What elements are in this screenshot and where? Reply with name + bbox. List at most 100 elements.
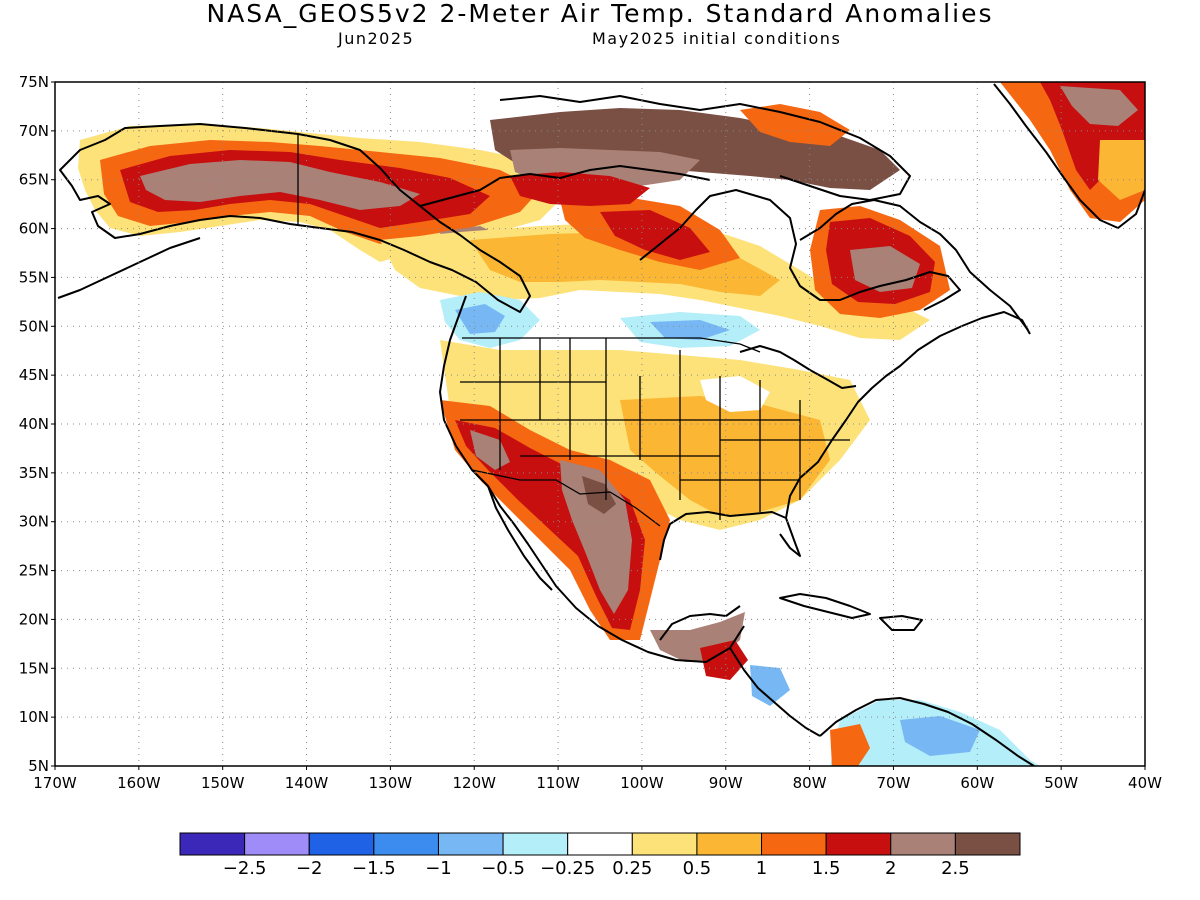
colorbar-label: −2.5 [223,858,267,879]
coast-labrador [799,199,1029,331]
colorbar-swatch [179,832,246,856]
field-greenland-yellow [1098,140,1145,200]
field-greenland-brown [1060,86,1138,126]
coast-great-lakes [739,345,857,389]
field-sa-blue2 [900,716,980,756]
lon-tick-label: 140W [285,774,329,792]
lat-tick-label: 75N [19,73,49,91]
map-layers [55,82,1145,766]
colorbar-label: 2 [885,858,896,879]
lon-tick-label: 90W [709,774,743,792]
colorbar-swatch [825,832,892,856]
border-states-2 [460,381,850,481]
lon-tick-label: 40W [1128,774,1162,792]
lon-tick-label: 110W [536,774,580,792]
field-baffin-orange [740,104,850,146]
coast-yucatan [659,605,741,641]
lon-tick-label: 130W [369,774,413,792]
field-arctic-red [510,172,650,206]
colorbar-swatch [954,832,1021,856]
colorbar-swatch [373,832,439,856]
field-cam-red [700,640,748,680]
lat-tick-label: 5N [28,757,49,775]
lat-tick-label: 35N [19,464,49,482]
coast-arctic-islands [499,95,911,201]
coast-east-us [785,311,1031,519]
lon-tick-label: 120W [452,774,496,792]
coast-greenland [993,83,1145,229]
lat-tick-label: 40N [19,415,49,433]
lat-tick-label: 45N [19,366,49,384]
colorbar-label: −0.25 [540,858,595,879]
colorbar-label: −1 [425,858,452,879]
colorbar-label: 2.5 [941,858,970,879]
colorbar-swatch [567,832,633,856]
lat-tick-label: 30N [19,513,49,531]
colorbar-label: −0.5 [481,858,525,879]
colorbar-label: 0.5 [683,858,712,879]
lon-tick-label: 80W [793,774,827,792]
field-sa-orange [830,724,870,766]
coast-central-america [729,647,821,737]
field-cam-blue [750,665,790,706]
lon-tick-label: 160W [117,774,161,792]
colorbar-swatch [244,832,310,856]
field-us-orange [620,396,830,516]
field-sw-brown [560,460,632,614]
field-sw-brown2 [582,476,616,514]
anomaly-fields [78,82,1145,766]
lat-tick-label: 25N [19,562,49,580]
lon-tick-label: 70W [877,774,911,792]
political-borders [297,134,850,527]
lon-tick-label: 150W [201,774,245,792]
field-plains-blue2 [650,320,730,340]
coast-gulf [659,511,801,561]
colorbar-swatch [631,832,698,856]
field-nw-blue2 [455,304,505,334]
field-hudson-red [600,210,710,260]
lon-tick-label: 100W [620,774,664,792]
coast-alaska [59,123,531,313]
coast-hispaniola [879,615,923,631]
colorbar-swatch [437,832,504,856]
colorbar-label: 1.5 [812,858,841,879]
colorbar-swatch [308,832,375,856]
border-canada-us [297,134,761,353]
lat-tick-label: 60N [19,220,49,238]
coast-baja [487,485,553,591]
valid-month-label: Jun2025 [338,29,415,48]
lon-tick-label: 60W [960,774,994,792]
field-arctic-brown [490,108,900,190]
coast-arctic [419,165,711,207]
colorbar: −2.5 −2 −1.5 −1 −0.5 −0.25 0.25 0.5 1 1.5 2 2.5 [179,832,1021,879]
chart-title: NASA_GEOS5v2 2-Meter Air Temp. Standard … [206,0,994,28]
lon-tick-label: 50W [1044,774,1078,792]
coastlines [57,83,1145,766]
graticule [55,82,1145,766]
init-conditions-label: May2025 initial conditions [592,29,842,48]
colorbar-label: −1.5 [352,858,396,879]
lat-tick-label: 10N [19,708,49,726]
axis-labels: 75N 70N 65N 60N 55N 50N 45N 40N 35N 30N 25N 20N 15N 1… [19,73,1162,792]
coast-hudson-bay [639,189,961,311]
lon-tick-label: 170W [33,774,77,792]
lat-tick-label: 70N [19,122,49,140]
colorbar-swatch [890,832,956,856]
field-alaska-brown-light [140,160,420,210]
lat-tick-label: 20N [19,610,49,628]
lat-tick-label: 65N [19,171,49,189]
colorbar-label: 1 [756,858,767,879]
coast-south-america [819,697,1035,766]
field-us-white [700,376,770,412]
colorbar-label: 0.25 [612,858,652,879]
border-states-1 [499,338,801,520]
lat-tick-label: 55N [19,268,49,286]
colorbar-swatch [761,832,827,856]
coast-cuba [779,593,871,619]
lat-tick-label: 15N [19,659,49,677]
colorbar-label: −2 [296,858,323,879]
colorbar-swatch [696,832,763,856]
coast-aleutians [57,237,201,299]
border-us-mexico [471,469,661,527]
